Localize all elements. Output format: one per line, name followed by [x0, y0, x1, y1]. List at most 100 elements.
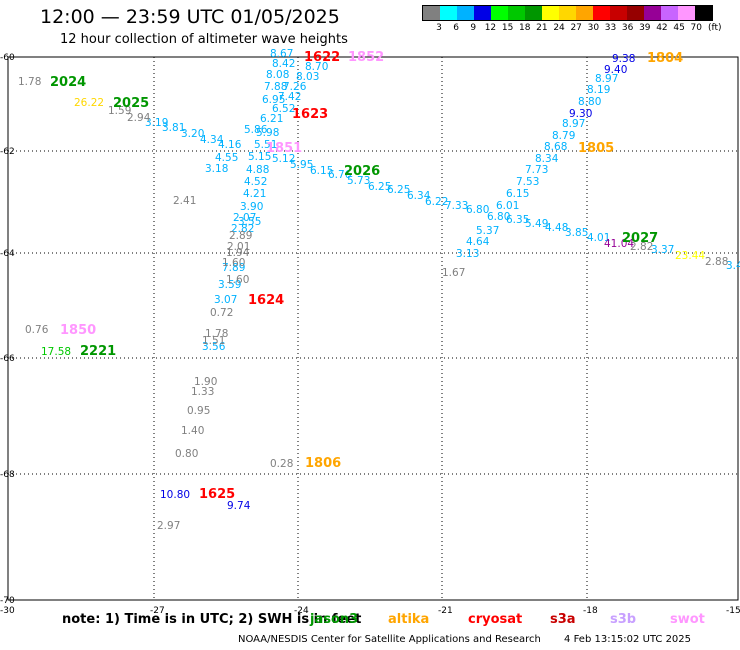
- wave-height-value: 7.53: [516, 176, 539, 188]
- wave-height-value: 6.15: [310, 165, 333, 177]
- wave-height-value: 0.95: [187, 405, 210, 417]
- wave-height-value: 6.80: [487, 211, 510, 223]
- latitude-label: -70: [0, 596, 15, 606]
- pass-time-label: 2025: [113, 96, 149, 111]
- longitude-label: -30: [0, 606, 15, 616]
- latitude-label: -66: [0, 354, 15, 364]
- generated-timestamp: 4 Feb 13:15:02 UTC 2025: [564, 634, 692, 645]
- wave-height-value: 8.97: [595, 73, 618, 85]
- wave-height-value: 8.34: [535, 153, 559, 165]
- wave-height-value: 4.21: [243, 188, 266, 200]
- satellite-name: altika: [388, 612, 430, 627]
- wave-height-value: 4.55: [215, 152, 238, 164]
- wave-height-value: 9.74: [227, 500, 251, 512]
- wave-height-value: 1.51: [202, 335, 225, 347]
- wave-height-value: 3.81: [162, 122, 185, 134]
- pass-time-label: 1850: [60, 323, 96, 338]
- wave-height-value: 3.19: [145, 117, 168, 129]
- wave-height-value: 3.20: [181, 128, 204, 140]
- legend-unit: (ft): [708, 23, 722, 33]
- wave-height-value: 1.90: [194, 376, 217, 388]
- legend-swatch: #c864ff: [661, 6, 678, 20]
- pass-time-label: 2027: [622, 231, 658, 246]
- wave-height-value: 3.56: [202, 341, 226, 353]
- legend-tick: 15: [501, 23, 514, 33]
- wave-height-value: 0.80: [175, 448, 198, 460]
- pass-time-label: 1623: [292, 107, 328, 122]
- longitude-label: -24: [294, 606, 309, 616]
- credit-text: NOAA/NESDIS Center for Satellite Applica…: [238, 634, 541, 645]
- wave-height-value: 3.18: [205, 163, 228, 175]
- wave-height-value: 1.60: [222, 257, 245, 269]
- wave-height-value: 8.97: [562, 118, 585, 130]
- wave-height-value: 4.64: [466, 236, 490, 248]
- wave-height-value: 7.26: [283, 81, 307, 93]
- wave-height-value: 3.07: [214, 294, 237, 306]
- wave-height-value: 3.55: [238, 216, 261, 228]
- wave-height-value: 6.95: [262, 94, 285, 106]
- wave-height-value: 7.73: [525, 164, 548, 176]
- wave-height-value: 5.37: [476, 225, 499, 237]
- legend-swatch: #808080: [423, 6, 440, 20]
- wave-height-value: 5.95: [290, 159, 313, 171]
- satellite-name: swot: [670, 612, 705, 627]
- wave-height-value: 8.03: [296, 71, 319, 83]
- wave-height-value: 6.22: [425, 196, 448, 208]
- wave-height-value: 4.48: [545, 222, 568, 234]
- legend-swatch: #ffff00: [542, 6, 559, 20]
- legend-tick: 30: [587, 23, 600, 33]
- wave-height-value: 4.88: [246, 164, 269, 176]
- footer: NOAA/NESDIS Center for Satellite Applica…: [238, 634, 691, 645]
- legend-color-bar: #808080#00ffff#00b2ff#0000e6#00ff00#00c8…: [422, 5, 713, 21]
- wave-height-value: 1.40: [181, 425, 204, 437]
- wave-height-value: 6.01: [496, 200, 519, 212]
- pass-time-label: 2026: [344, 164, 380, 179]
- wave-height-value: 7.33: [445, 200, 468, 212]
- legend-tick: 24: [553, 23, 565, 33]
- wave-height-value: 2.94: [127, 112, 151, 124]
- latitude-label: -64: [0, 249, 15, 259]
- wave-height-value: 2.88: [705, 256, 728, 268]
- wave-height-value: 6.52: [272, 103, 295, 115]
- wave-height-value: 9.40: [604, 64, 627, 76]
- wave-height-value: 5.51: [254, 139, 277, 151]
- legend-tick: 9: [470, 23, 477, 33]
- map-subtitle: 12 hour collection of altimeter wave hei…: [60, 32, 348, 47]
- legend-tick: 33: [604, 23, 617, 33]
- wave-height-value: 8.42: [272, 58, 295, 70]
- wave-height-value: 6.34: [407, 190, 431, 202]
- satellite-name: jason3: [310, 612, 359, 627]
- pass-time-label: 1851: [266, 141, 302, 156]
- wave-height-value: 4.01: [587, 232, 610, 244]
- pass-time-label: 1624: [248, 293, 284, 308]
- satellite-name: s3b: [610, 612, 637, 627]
- wave-height-value: 8.19: [587, 84, 610, 96]
- wave-height-value: 2.82: [231, 223, 254, 235]
- map-frame: [7, 56, 739, 601]
- legend-swatch: #960096: [644, 6, 661, 20]
- wave-height-value: 8.08: [266, 69, 289, 81]
- legend-swatch: #00b2ff: [457, 6, 474, 20]
- wave-height-value: 26.22: [74, 97, 104, 109]
- wave-height-value: 6.35: [506, 214, 529, 226]
- wave-height-value: 6.25: [368, 181, 391, 193]
- latitude-label: -62: [0, 147, 15, 157]
- wave-height-value: 3.59: [218, 279, 241, 291]
- footnote: note: 1) Time is in UTC; 2) SWH is in fe…: [62, 612, 362, 627]
- legend-swatch: #c80000: [610, 6, 627, 20]
- pass-time-label: 1804: [647, 51, 683, 66]
- wave-height-value: 7.42: [278, 91, 301, 103]
- pass-time-label: 1852: [348, 50, 384, 65]
- legend-tick: 3: [436, 23, 442, 33]
- wave-height-value: 1.33: [191, 386, 214, 398]
- legend-tick: 36: [621, 23, 634, 33]
- longitude-label: -21: [438, 606, 453, 616]
- pass-time-label: 2221: [80, 344, 116, 359]
- wave-height-value: 5.86: [244, 124, 268, 136]
- legend-tick: 45: [673, 23, 685, 33]
- wave-height-value: 4.52: [244, 176, 267, 188]
- wave-height-value: 9.30: [569, 108, 592, 120]
- legend-swatch: #00ffff: [440, 6, 457, 20]
- wave-height-value: 1.78: [205, 328, 228, 340]
